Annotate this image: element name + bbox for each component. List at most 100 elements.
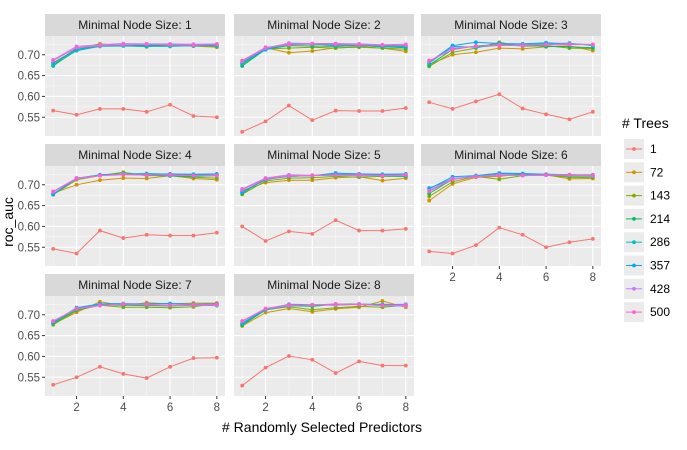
- series-line-72: [429, 45, 593, 66]
- y-tick-label: 0.65: [18, 201, 40, 213]
- data-point: [51, 247, 56, 251]
- data-point: [474, 50, 478, 55]
- data-point: [427, 198, 432, 203]
- data-point: [191, 356, 196, 360]
- data-point: [310, 232, 315, 236]
- series-line-72: [242, 176, 406, 192]
- data-point: [214, 230, 219, 235]
- data-point: [590, 42, 595, 47]
- data-point: [121, 302, 126, 307]
- data-point: [214, 115, 219, 120]
- data-point: [287, 42, 291, 47]
- data-point: [168, 102, 172, 107]
- data-point: [98, 173, 102, 178]
- series-line-1: [241, 219, 406, 242]
- facet-strip: [45, 274, 225, 296]
- facet-strip: [234, 14, 414, 36]
- legend-key-point: [632, 170, 636, 175]
- x-tick-label: 4: [496, 272, 503, 284]
- legend-key-point: [632, 217, 636, 221]
- series-line-1: [53, 357, 217, 386]
- x-tick-label: 2: [449, 272, 455, 284]
- data-point: [240, 129, 245, 134]
- data-point: [98, 43, 102, 48]
- facet-panel: Minimal Node Size: 7: [45, 274, 225, 396]
- data-point: [214, 355, 219, 360]
- data-point: [144, 232, 149, 237]
- legend-label: 357: [650, 259, 670, 273]
- data-point: [474, 40, 478, 45]
- data-point: [544, 42, 548, 47]
- facet-strip-label: Minimal Node Size: 3: [454, 18, 568, 32]
- y-tick-label: 0.70: [18, 310, 40, 322]
- facet-strip-label: Minimal Node Size: 7: [78, 278, 192, 292]
- data-point: [168, 233, 172, 238]
- data-point: [333, 371, 338, 375]
- data-point: [427, 100, 432, 105]
- facet-panel: Minimal Node Size: 2: [234, 14, 414, 136]
- data-point: [263, 177, 268, 181]
- data-point: [403, 173, 408, 178]
- legend-key-point: [632, 240, 636, 245]
- y-axis-title: roc_auc: [0, 197, 16, 247]
- data-point: [427, 194, 432, 199]
- data-point: [380, 303, 385, 308]
- legend-key-point: [632, 286, 636, 291]
- data-point: [51, 58, 56, 63]
- data-point: [520, 106, 525, 111]
- y-tick-label: 0.65: [18, 331, 40, 343]
- series-line-500: [241, 303, 406, 322]
- data-point: [98, 228, 102, 233]
- data-point: [567, 117, 572, 122]
- data-point: [121, 236, 126, 240]
- data-point: [74, 375, 79, 380]
- series-line-72: [53, 175, 217, 194]
- data-point: [567, 172, 572, 177]
- series-line-143: [52, 303, 217, 326]
- x-axis-layer: 2 4 6 8 2 4 6 8 2 4 6 8: [73, 266, 596, 414]
- series-line-1: [429, 93, 593, 120]
- data-point: [98, 303, 102, 308]
- facet-panel: Minimal Node Size: 6: [421, 144, 601, 266]
- x-tick-label: 6: [356, 402, 362, 414]
- data-point: [357, 359, 361, 364]
- data-point: [144, 302, 149, 307]
- data-point: [333, 42, 338, 47]
- data-point: [144, 172, 149, 177]
- legend: # Trees 1 72 143 214 286 357 428 500: [622, 115, 670, 323]
- facet-strip: [421, 144, 601, 166]
- legend-item: 500: [624, 302, 670, 323]
- facet-panel: Minimal Node Size: 3: [421, 14, 601, 136]
- data-point: [450, 251, 455, 256]
- data-point: [357, 302, 361, 307]
- series-line-1: [241, 105, 406, 133]
- data-point: [214, 42, 219, 47]
- facet-panel: Minimal Node Size: 1: [45, 14, 225, 136]
- data-point: [497, 225, 502, 230]
- data-point: [403, 106, 408, 110]
- series-line-500: [52, 303, 217, 322]
- data-point: [74, 182, 79, 187]
- data-point: [168, 173, 172, 178]
- data-point: [191, 302, 196, 307]
- series-line-428: [52, 42, 217, 61]
- data-point: [144, 109, 149, 114]
- data-point: [544, 112, 548, 117]
- series-line-500: [428, 43, 593, 62]
- legend-item: 428: [624, 278, 670, 299]
- data-point: [191, 114, 196, 118]
- data-point: [357, 109, 361, 113]
- series-line-143: [241, 175, 406, 195]
- series-line-357: [52, 302, 217, 323]
- series-line-500: [241, 174, 406, 191]
- data-point: [474, 174, 478, 179]
- data-point: [427, 249, 432, 254]
- data-point: [357, 228, 361, 233]
- y-tick-label: 0.70: [18, 50, 40, 62]
- series-line-1: [53, 104, 217, 118]
- data-point: [380, 173, 385, 178]
- data-point: [240, 383, 245, 388]
- data-point: [191, 233, 196, 238]
- x-axis-title: # Randomly Selected Predictors: [222, 419, 422, 435]
- legend-label: 1: [650, 142, 657, 156]
